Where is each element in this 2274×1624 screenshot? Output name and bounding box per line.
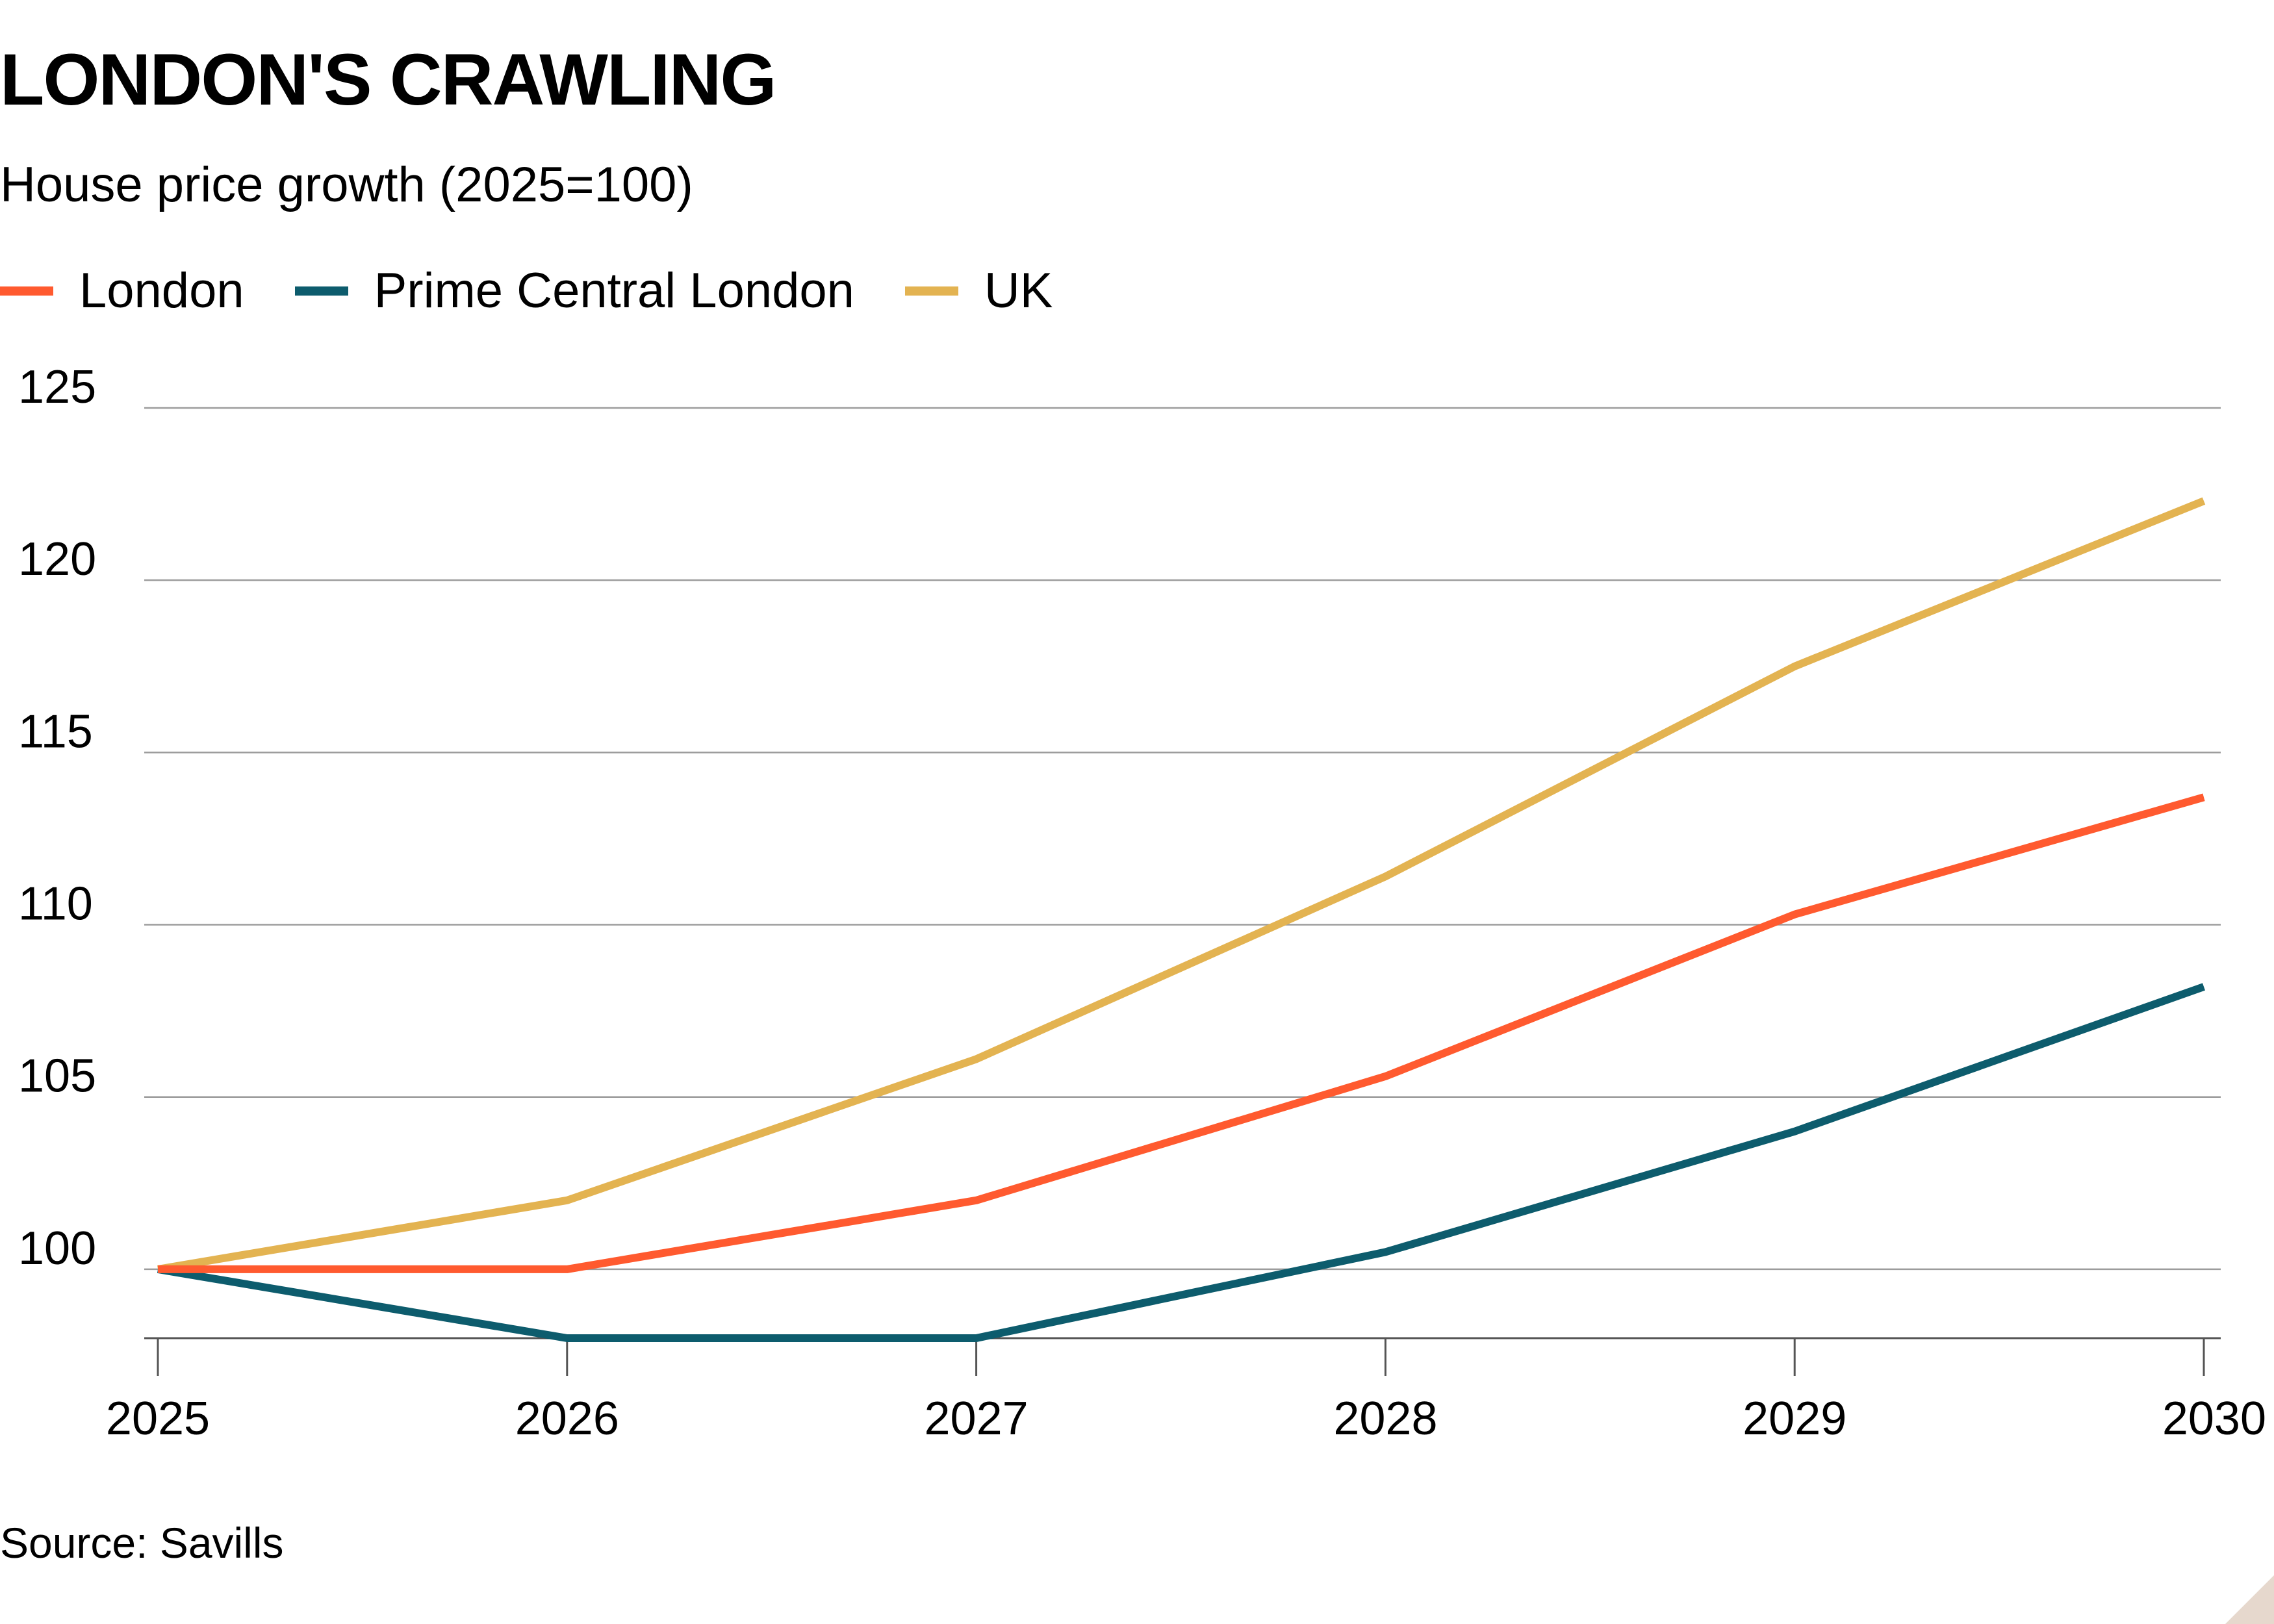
x-tick-label: 2030 [2162,1393,2266,1445]
series-line-prime-central-london [157,983,2206,1342]
y-tick-label: 105 [18,1050,96,1102]
legend-swatch [294,286,348,296]
source-note: Source: Savills [0,1519,284,1567]
series-lines [157,497,2206,1342]
x-tick-label: 2028 [1333,1393,1437,1445]
y-axis-tick-labels: 100 105 110 115 120 125 [18,361,96,1275]
x-tick-label: 2025 [106,1393,210,1445]
y-tick-label: 115 [18,705,93,757]
legend-item: UK [904,262,1053,320]
series-line-uk [157,497,2206,1273]
x-tick-label: 2027 [925,1393,1028,1445]
legend-swatch [0,286,53,296]
y-tick-label: 100 [18,1223,96,1275]
legend-item: Prime Central London [294,262,854,320]
x-tick-label: 2026 [515,1393,619,1445]
series-line-london [158,793,2205,1273]
y-tick-label: 110 [18,878,93,930]
legend-swatch [904,286,958,296]
y-tick-label: 125 [18,361,96,413]
y-tick-label: 120 [18,533,96,585]
chart-title: LONDON'S CRAWLING [0,39,776,120]
chart-legend: London Prime Central London UK [0,259,1103,324]
x-axis-tick-labels: 2025 2026 2027 2028 2029 2030 [106,1393,2266,1445]
x-tick-label: 2029 [1743,1393,1846,1445]
chart-subtitle: House price growth (2025=100) [0,157,693,212]
legend-label: Prime Central London [374,263,854,318]
legend-label: UK [984,263,1053,318]
legend-label: London [79,263,244,318]
legend-item: London [0,262,244,320]
x-axis [144,1337,2221,1376]
